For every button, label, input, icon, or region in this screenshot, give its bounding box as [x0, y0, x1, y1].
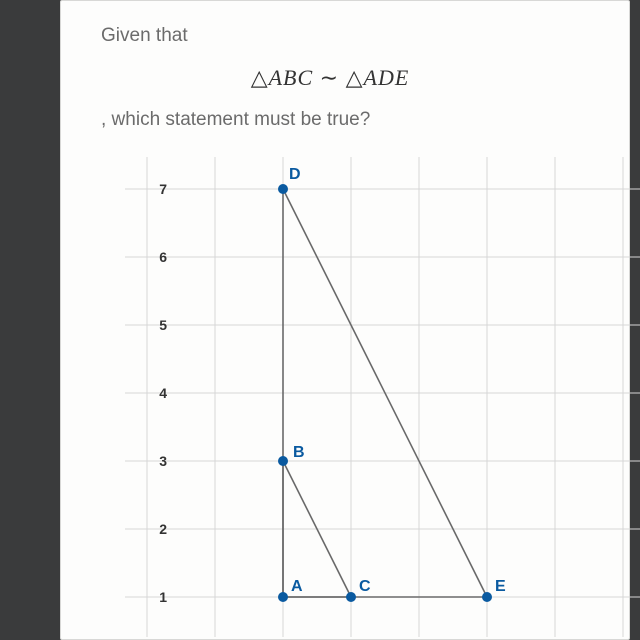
- svg-text:C: C: [359, 578, 371, 595]
- coordinate-graph: 1 2 3 4 5 6 7 A B C D E: [125, 157, 640, 637]
- graph-svg: 1 2 3 4 5 6 7 A B C D E: [125, 157, 640, 637]
- similarity-formula: △ABC ∼ △ADE: [101, 65, 559, 91]
- svg-text:7: 7: [159, 181, 167, 197]
- svg-text:3: 3: [159, 453, 167, 469]
- given-that-text: Given that: [101, 25, 589, 47]
- question-text-area: Given that △ABC ∼ △ADE , which statement…: [61, 1, 629, 141]
- svg-text:B: B: [293, 444, 305, 461]
- svg-text:1: 1: [159, 589, 167, 605]
- svg-text:6: 6: [159, 249, 167, 265]
- svg-text:2: 2: [159, 521, 167, 537]
- formula-lhs: ABC: [269, 65, 314, 90]
- svg-text:A: A: [291, 578, 303, 595]
- svg-text:D: D: [289, 166, 301, 183]
- svg-text:E: E: [495, 578, 506, 595]
- svg-text:4: 4: [159, 385, 167, 401]
- question-prompt: , which statement must be true?: [101, 109, 589, 131]
- formula-rhs: ADE: [364, 65, 410, 90]
- svg-text:5: 5: [159, 317, 167, 333]
- question-card: Given that △ABC ∼ △ADE , which statement…: [60, 0, 630, 640]
